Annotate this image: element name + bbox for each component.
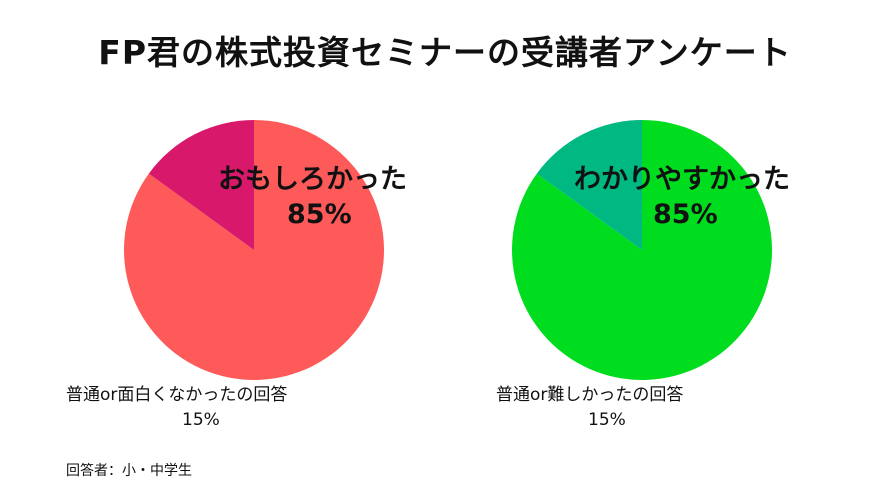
footnote-respondents: 回答者：小・中学生: [66, 463, 192, 479]
slice-value-clear-major: 85%: [653, 199, 718, 230]
slice-label-clear-major: わかりやすかった: [574, 164, 790, 195]
slice-label-fun-major: おもしろかった: [218, 164, 407, 195]
pie-slice-clear-minor: [536, 120, 642, 250]
pie-slice-fun-major: [124, 120, 385, 380]
pie-slice-clear-major: [512, 120, 773, 381]
pie-slice-fun-minor: [148, 120, 254, 250]
slice-label-clear-minor: 普通or難しかったの回答: [496, 385, 684, 405]
slice-label-fun-minor: 普通or面白くなかったの回答: [66, 385, 288, 405]
slice-value-fun-major: 85%: [287, 199, 352, 230]
slice-value-fun-minor: 15%: [182, 410, 220, 430]
chart-title: FP君の株式投資セミナーの受講者アンケート: [98, 33, 792, 72]
slice-value-clear-minor: 15%: [588, 410, 626, 430]
